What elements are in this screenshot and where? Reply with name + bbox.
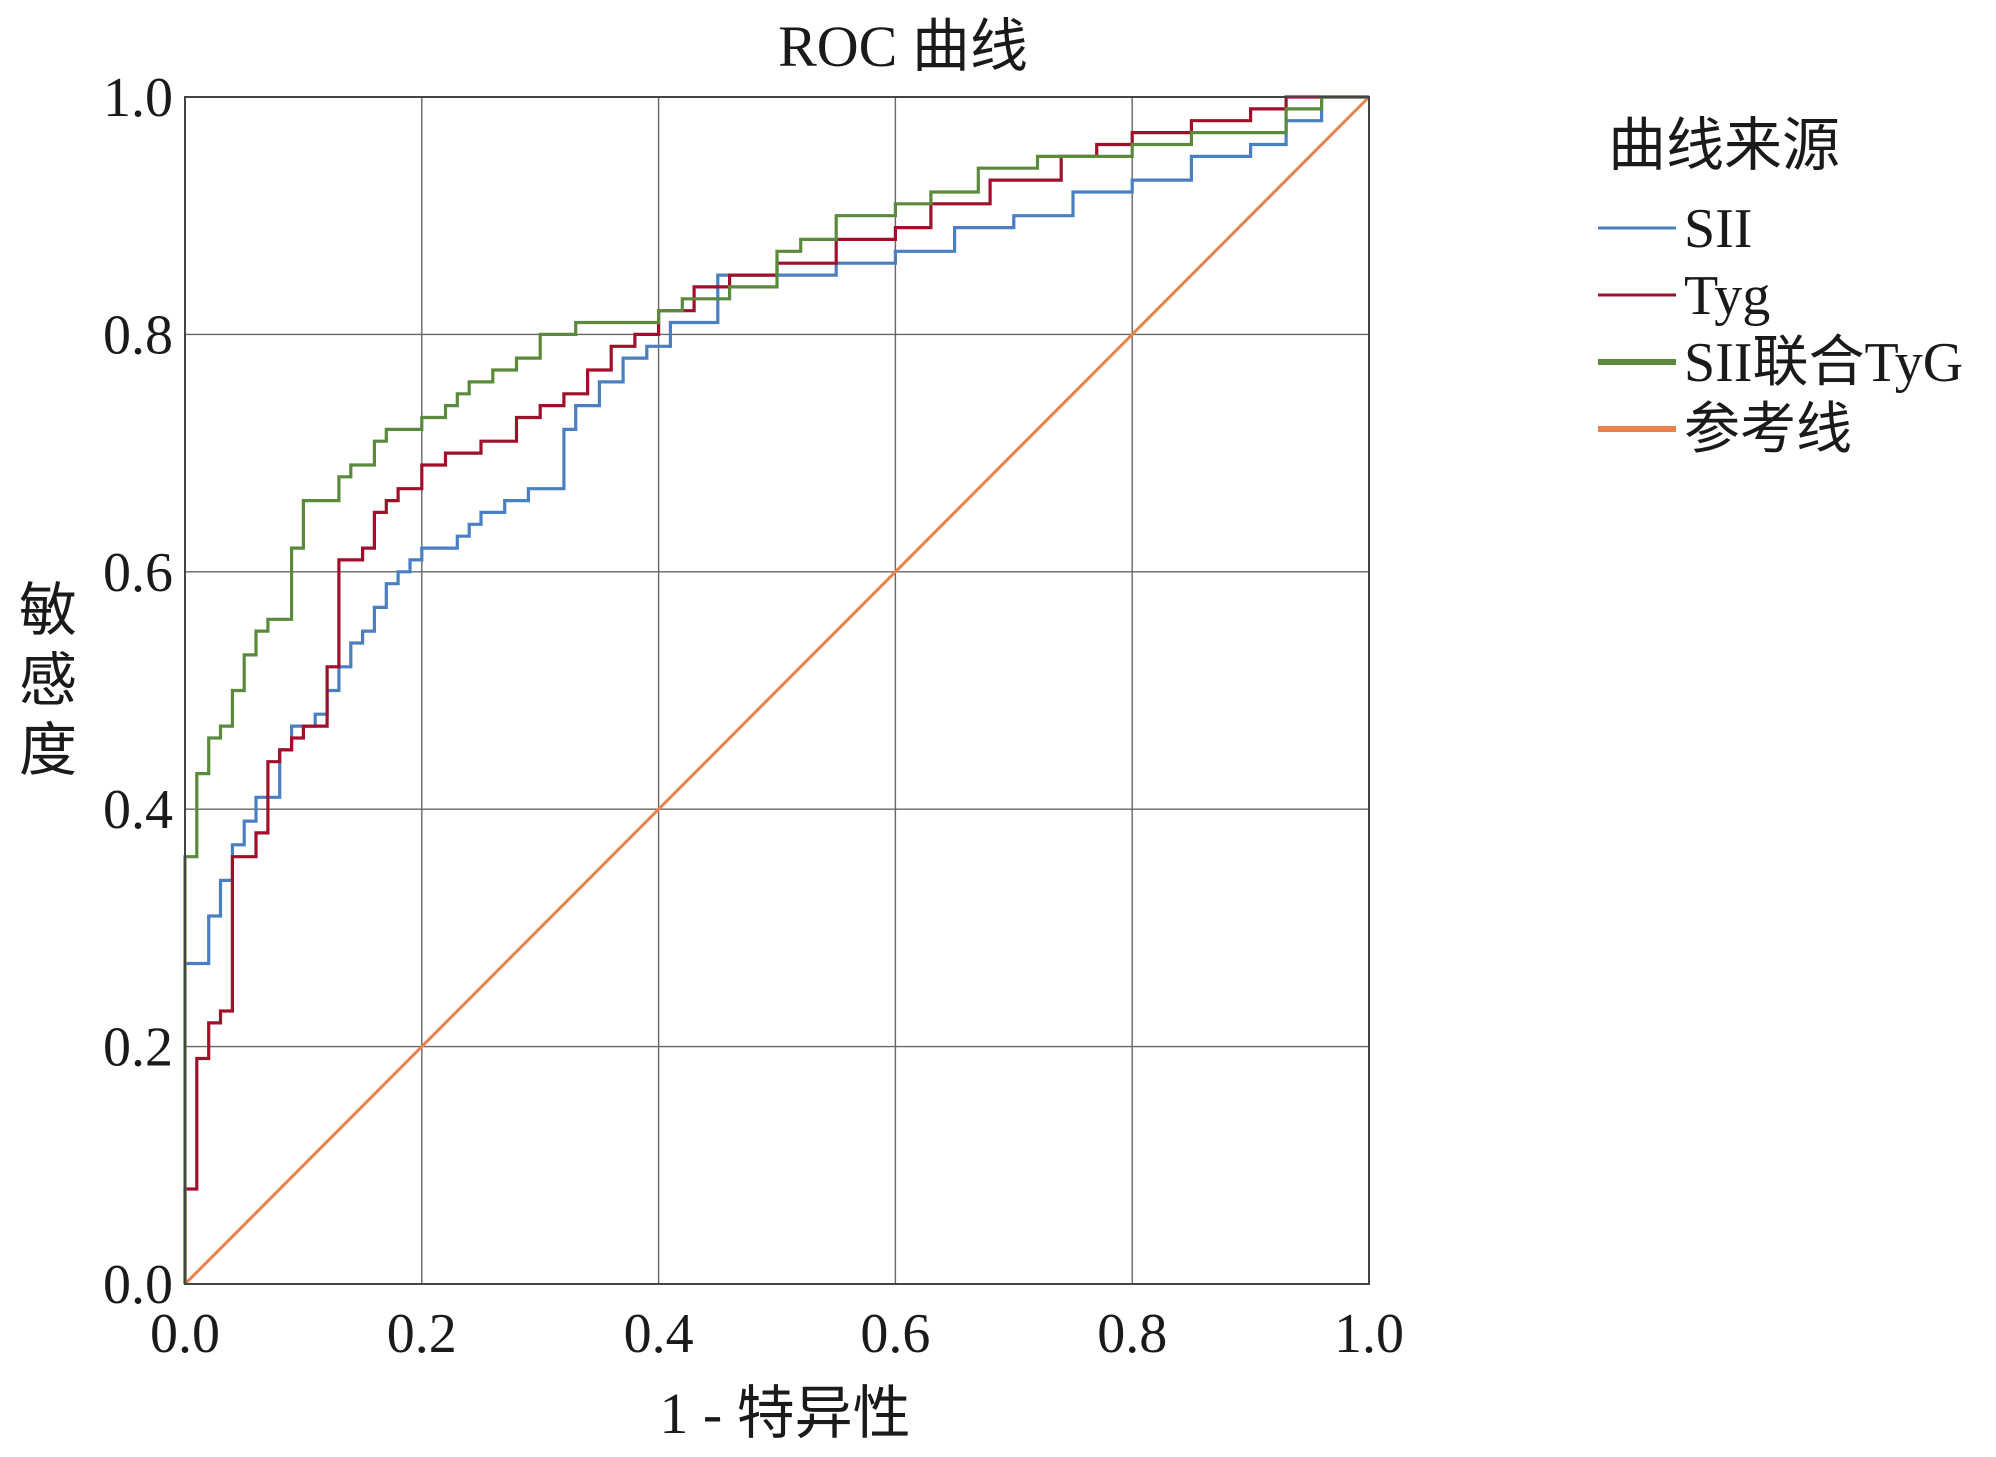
series-line-3 [183, 95, 1371, 1286]
x-tick-label-5: 1.0 [1334, 1303, 1404, 1365]
y-tick-label-0: 0.0 [103, 1254, 173, 1316]
y-axis-label-char-0: 敏 [19, 578, 77, 643]
series-line-1 [183, 95, 1369, 1284]
x-tick-label-0: 0.0 [150, 1303, 220, 1365]
y-tick-labels: 0.0 0.2 0.4 0.6 0.8 1.0 [103, 67, 173, 1316]
series-line-2 [183, 95, 1369, 1284]
plot-border [184, 96, 1370, 1285]
legend-label-0: SII [1684, 198, 1752, 260]
y-axis-label-char-1: 感 [19, 648, 77, 713]
chart-title: ROC 曲线 [778, 14, 1028, 79]
x-tick-label-3: 0.6 [860, 1303, 930, 1365]
y-tick-label-4: 0.8 [103, 304, 173, 366]
x-tick-label-4: 0.8 [1097, 1303, 1167, 1365]
legend-label-1: Tyg [1684, 265, 1770, 327]
legend-label-3: 参考线 [1684, 399, 1852, 461]
y-tick-label-5: 1.0 [103, 67, 173, 129]
y-tick-label-3: 0.6 [103, 542, 173, 604]
series-line-0 [183, 95, 1369, 1284]
legend-label-2: SII联合TyG [1684, 332, 1963, 394]
x-axis-label: 1 - 特异性 [659, 1381, 910, 1446]
x-tick-labels: 0.0 0.2 0.4 0.6 0.8 1.0 [150, 1303, 1404, 1365]
series-layer [183, 95, 1371, 1286]
y-tick-label-1: 0.2 [103, 1017, 173, 1079]
grid [185, 97, 1369, 1284]
y-axis-label-char-2: 度 [19, 718, 77, 783]
legend-title: 曲线来源 [1608, 113, 1840, 178]
y-tick-label-2: 0.4 [103, 779, 173, 841]
y-axis-label: 敏感度 [19, 578, 77, 783]
x-tick-label-1: 0.2 [387, 1303, 457, 1365]
x-tick-label-2: 0.4 [624, 1303, 694, 1365]
